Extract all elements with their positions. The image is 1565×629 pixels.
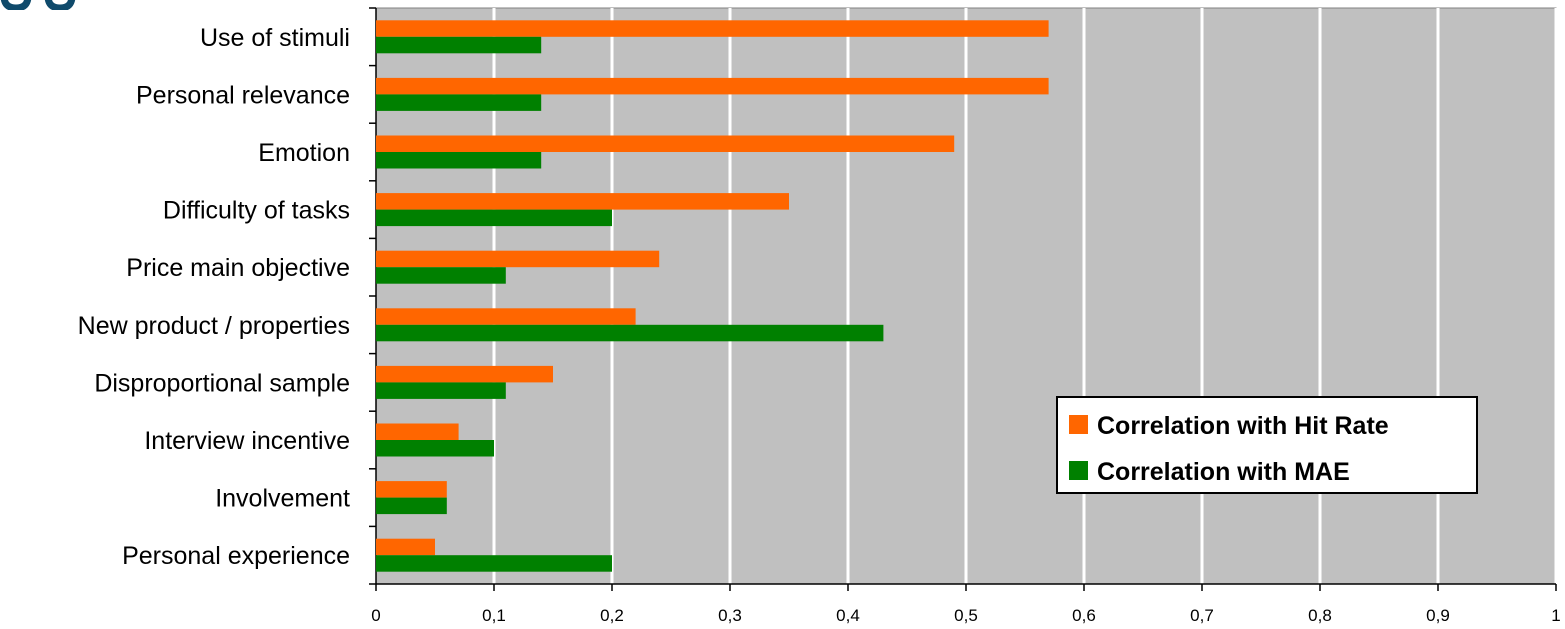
bar-hit-rate: [376, 538, 435, 556]
x-tick-label: 1: [1551, 606, 1560, 625]
x-tick-label: 0,5: [954, 606, 978, 625]
bar-hit-rate: [376, 77, 1049, 95]
legend-swatch-hit-rate: [1069, 415, 1088, 434]
x-tick-label: 0,1: [482, 606, 506, 625]
legend-swatch-mae: [1069, 461, 1088, 480]
x-tick-label: 0,3: [718, 606, 742, 625]
legend-label-hit-rate: Correlation with Hit Rate: [1097, 412, 1389, 440]
bar-mae: [376, 324, 884, 342]
bar-mae: [376, 440, 494, 457]
cropped-heading-fragment: [0, 0, 76, 10]
x-tick-label: 0: [371, 606, 380, 625]
category-label: Personal experience: [122, 542, 350, 570]
legend-box: [1056, 396, 1478, 494]
bar-hit-rate: [376, 20, 1049, 37]
x-tick-label: 0,9: [1426, 606, 1450, 625]
bar-mae: [376, 267, 506, 284]
category-label: Use of stimuli: [200, 24, 350, 52]
x-tick-label: 0,2: [600, 606, 624, 625]
bar-mae: [376, 497, 447, 515]
category-label: New product / properties: [78, 312, 350, 340]
legend: Correlation with Hit Rate Correlation wi…: [1056, 396, 1478, 494]
bar-mae: [376, 36, 542, 54]
bars: [376, 20, 1049, 572]
bar-hit-rate: [376, 250, 660, 268]
x-tick-label: 0,7: [1190, 606, 1214, 625]
bar-hit-rate: [376, 193, 789, 210]
bar-hit-rate: [376, 308, 636, 325]
category-label: Involvement: [215, 485, 350, 513]
bar-mae: [376, 152, 542, 169]
bar-mae: [376, 94, 542, 111]
bar-hit-rate: [376, 481, 447, 498]
bar-hit-rate: [376, 423, 459, 440]
category-label: Difficulty of tasks: [163, 197, 350, 225]
x-tick-label: 0,8: [1308, 606, 1332, 625]
category-labels: Use of stimuli Personal relevance Emotion D…: [78, 24, 350, 570]
category-label: Personal relevance: [136, 81, 350, 109]
bar-hit-rate: [376, 135, 955, 152]
legend-label-mae: Correlation with MAE: [1097, 458, 1350, 486]
category-label: Price main objective: [126, 254, 350, 282]
bar-mae: [376, 382, 506, 399]
bar-mae: [376, 209, 612, 227]
x-tick-labels: 0 0,1 0,2 0,3 0,4 0,5 0,6 0,7 0,8 0,9 1: [371, 606, 1560, 625]
category-label: Interview incentive: [144, 427, 350, 455]
x-tick-label: 0,4: [836, 606, 860, 625]
bar-mae: [376, 555, 612, 572]
x-tick-label: 0,6: [1072, 606, 1096, 625]
category-label: Emotion: [258, 139, 350, 167]
category-label: Disproportional sample: [94, 369, 350, 397]
bar-hit-rate: [376, 365, 553, 383]
